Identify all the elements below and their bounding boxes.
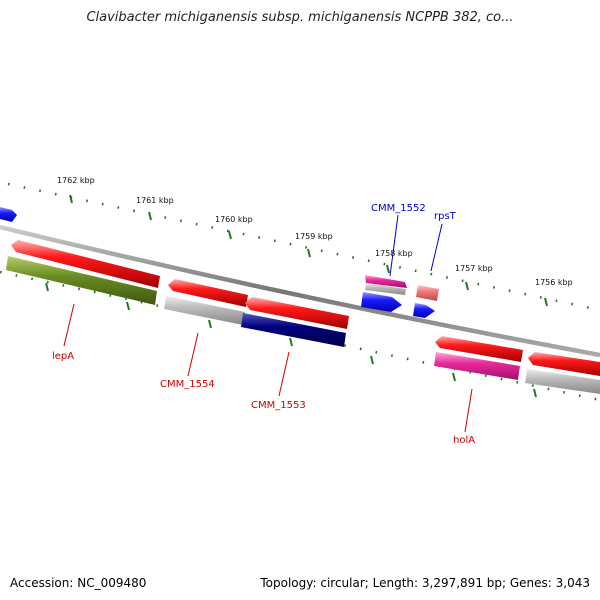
gene-hola[interactable]	[434, 352, 520, 380]
kbp-label: 1756 kbp	[535, 278, 573, 287]
kbp-label: 1760 kbp	[215, 215, 253, 224]
inner-major-tick	[126, 301, 130, 311]
gene-label-hola[interactable]: holA	[453, 435, 475, 446]
outer-major-tick	[228, 230, 232, 240]
inner-major-tick	[45, 282, 49, 292]
outer-major-tick	[307, 248, 311, 258]
inner-major-tick	[208, 319, 212, 329]
gene-cmm-1554[interactable]	[164, 296, 245, 325]
leader-line-hola	[464, 388, 473, 433]
inner-tick-ruler	[0, 270, 600, 402]
gene-cmm-1553[interactable]	[241, 313, 346, 347]
gene-label-cmm-1554[interactable]: CMM_1554	[160, 379, 215, 390]
inner-major-tick	[533, 388, 537, 398]
inner-major-tick	[289, 337, 293, 347]
gene-reverse-gray-edge[interactable]	[525, 369, 600, 394]
genome-backbone	[0, 224, 600, 358]
gene-label-cmm-1552[interactable]: CMM_1552	[371, 203, 426, 214]
gene-forward-blue-edge[interactable]	[0, 207, 17, 222]
gene-cmm-1552-under[interactable]	[365, 283, 406, 295]
accession-text: Accession: NC_009480	[10, 576, 147, 590]
leader-line-cmm-1554	[187, 332, 199, 377]
gene-reverse-red-1[interactable]	[11, 240, 160, 288]
gene-lepa[interactable]	[6, 256, 157, 305]
gene-forward-blue-small[interactable]	[413, 303, 435, 318]
leader-line-lepa	[63, 303, 75, 347]
leader-line-cmm-1552	[389, 214, 399, 277]
inner-major-tick	[370, 355, 374, 365]
gene-reverse-red-5[interactable]	[528, 352, 600, 376]
genome-summary-text: Topology: circular; Length: 3,297,891 bp…	[260, 576, 590, 590]
outer-major-tick	[386, 264, 390, 274]
gene-reverse-red-3[interactable]	[245, 297, 349, 329]
kbp-label: 1758 kbp	[375, 249, 413, 258]
outer-major-tick	[148, 211, 152, 221]
gene-label-cmm-1553[interactable]: CMM_1553	[251, 400, 306, 411]
outer-major-tick	[465, 281, 469, 291]
kbp-label: 1761 kbp	[136, 196, 174, 205]
gene-cmm-1552-top[interactable]	[365, 275, 407, 288]
leader-line-cmm-1553	[278, 351, 290, 397]
map-title: Clavibacter michiganensis subsp. michiga…	[86, 10, 514, 25]
gene-reverse-red-4[interactable]	[435, 336, 523, 362]
gene-label-rpst[interactable]: rpsT	[434, 211, 457, 222]
gene-label-lepa[interactable]: lepA	[52, 351, 74, 362]
leader-line-rpst	[430, 223, 443, 272]
gene-rpst[interactable]	[416, 285, 439, 301]
kbp-label: 1759 kbp	[295, 232, 333, 241]
gene-reverse-red-2[interactable]	[168, 279, 248, 307]
outer-major-tick	[544, 297, 548, 307]
gene-forward-blue[interactable]	[361, 292, 402, 312]
kbp-label: 1762 kbp	[57, 176, 95, 185]
inner-major-tick	[452, 372, 456, 382]
outer-tick-ruler	[7, 182, 600, 312]
outer-major-tick	[69, 194, 73, 204]
kbp-label: 1757 kbp	[455, 264, 493, 273]
